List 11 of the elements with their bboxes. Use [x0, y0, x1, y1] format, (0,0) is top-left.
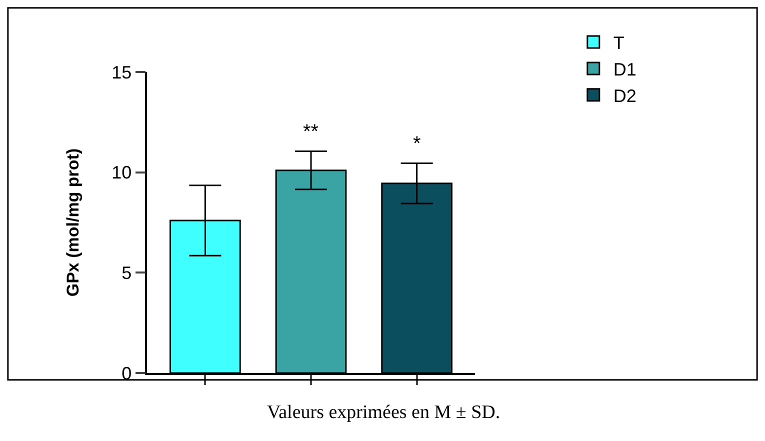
legend-label: T	[613, 33, 624, 54]
annotation: *	[413, 133, 421, 155]
text: Valeurs exprimées en M ± SD.	[267, 402, 500, 423]
y-tick-label: 15	[112, 62, 132, 82]
legend-label: D1	[613, 59, 636, 80]
y-axis-title: GPx (mol/mg prot)	[64, 148, 83, 297]
annotation: **	[303, 121, 319, 143]
y-tick-label: 5	[122, 262, 132, 283]
y-tick-label: 0	[122, 363, 132, 384]
y-tick-label: 10	[112, 162, 132, 183]
legend-label: D2	[613, 86, 636, 106]
